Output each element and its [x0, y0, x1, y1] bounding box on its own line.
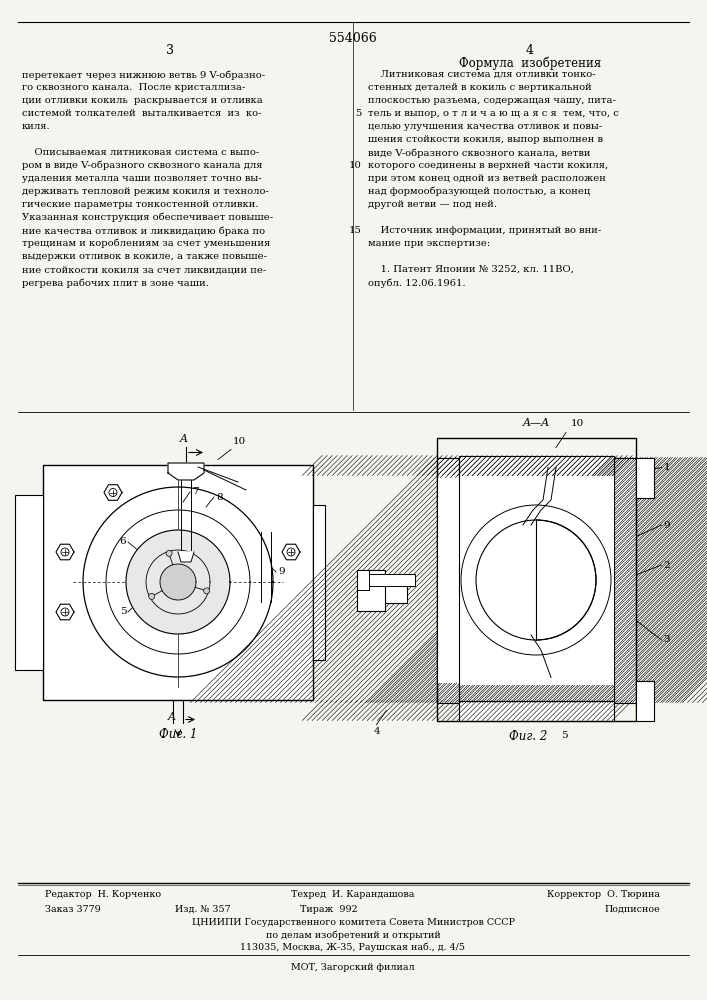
Polygon shape	[168, 463, 204, 480]
Text: шения стойкости кокиля, выпор выполнен в: шения стойкости кокиля, выпор выполнен в	[368, 135, 603, 144]
Text: 9: 9	[663, 520, 670, 530]
Text: 3: 3	[166, 44, 174, 57]
Text: системой толкателей  выталкивается  из  ко-: системой толкателей выталкивается из ко-	[22, 109, 262, 118]
Text: Фиг. 1: Фиг. 1	[159, 728, 197, 740]
Text: 4: 4	[526, 44, 534, 57]
Text: Описываемая литниковая система с выпо-: Описываемая литниковая система с выпо-	[22, 148, 259, 157]
Bar	[436, 438, 636, 720]
Text: 9: 9	[278, 568, 285, 576]
Text: Фиг. 2: Фиг. 2	[509, 730, 547, 744]
Circle shape	[204, 588, 210, 594]
Polygon shape	[126, 530, 230, 634]
Text: при этом конец одной из ветвей расположен: при этом конец одной из ветвей расположе…	[368, 174, 606, 183]
Text: ние стойкости кокиля за счет ликвидации пе-: ние стойкости кокиля за счет ликвидации …	[22, 265, 267, 274]
Circle shape	[61, 608, 69, 616]
Text: 10: 10	[571, 418, 584, 428]
Text: выдержки отливок в кокиле, а также повыше-: выдержки отливок в кокиле, а также повыш…	[22, 252, 267, 261]
Text: Техред  И. Карандашова: Техред И. Карандашова	[291, 890, 415, 899]
Text: трещинам и короблениям за счет уменьшения: трещинам и короблениям за счет уменьшени…	[22, 239, 270, 248]
Text: 113035, Москва, Ж-35, Раушская наб., д. 4/5: 113035, Москва, Ж-35, Раушская наб., д. …	[240, 943, 465, 952]
Text: 7: 7	[192, 488, 199, 496]
Bar	[43, 464, 313, 700]
Text: 1. Патент Японии № 3252, кл. 11ВО,: 1. Патент Японии № 3252, кл. 11ВО,	[368, 265, 574, 274]
Text: киля.: киля.	[22, 122, 51, 131]
Text: над формообразующей полостью, а конец: над формообразующей полостью, а конец	[368, 187, 590, 196]
Bar	[15, 494, 43, 670]
Bar	[636, 458, 653, 497]
Text: 10: 10	[233, 438, 246, 446]
Bar	[366, 574, 414, 586]
Text: опубл. 12.06.1961.: опубл. 12.06.1961.	[368, 278, 466, 288]
Bar	[382, 578, 407, 602]
Text: ции отливки кокиль  раскрывается и отливка: ции отливки кокиль раскрывается и отливк…	[22, 96, 263, 105]
Text: виде V-образного сквозного канала, ветви: виде V-образного сквозного канала, ветви	[368, 148, 590, 157]
Text: 10: 10	[349, 161, 362, 170]
Polygon shape	[56, 604, 74, 620]
Bar	[636, 680, 653, 720]
Text: Заказ 3779: Заказ 3779	[45, 905, 101, 914]
Text: перетекает через нижнюю ветвь 9 V-образно-: перетекает через нижнюю ветвь 9 V-образн…	[22, 70, 265, 80]
Text: Источник информации, принятый во вни-: Источник информации, принятый во вни-	[368, 226, 601, 235]
Text: Литниковая система для отливки тонко-: Литниковая система для отливки тонко-	[368, 70, 595, 79]
Text: ние качества отливок и ликвидацию брака по: ние качества отливок и ликвидацию брака …	[22, 226, 265, 235]
Text: ЦНИИПИ Государственного комитета Совета Министров СССР: ЦНИИПИ Государственного комитета Совета …	[192, 918, 515, 927]
Text: 3: 3	[663, 636, 670, 645]
Text: регрева рабочих плит в зоне чаши.: регрева рабочих плит в зоне чаши.	[22, 278, 209, 288]
Circle shape	[148, 593, 155, 599]
Bar	[459, 456, 614, 476]
Text: целью улучшения качества отливок и повы-: целью улучшения качества отливок и повы-	[368, 122, 602, 131]
Bar	[459, 700, 614, 720]
Text: которого соединены в верхней части кокиля,: которого соединены в верхней части кокил…	[368, 161, 608, 170]
Bar	[356, 570, 385, 610]
Text: 554066: 554066	[329, 32, 377, 45]
Text: 6: 6	[119, 538, 127, 546]
Text: удаления металла чаши позволяет точно вы-: удаления металла чаши позволяет точно вы…	[22, 174, 262, 183]
Circle shape	[61, 548, 69, 556]
Text: 1: 1	[663, 463, 670, 472]
Polygon shape	[178, 552, 194, 562]
Text: гические параметры тонкостенной отливки.: гические параметры тонкостенной отливки.	[22, 200, 259, 209]
Bar	[459, 476, 614, 684]
Circle shape	[109, 488, 117, 496]
Text: A: A	[168, 712, 176, 722]
Text: Корректор  О. Тюрина: Корректор О. Тюрина	[547, 890, 660, 899]
Text: Редактор  Н. Корченко: Редактор Н. Корченко	[45, 890, 161, 899]
Text: стенных деталей в кокиль с вертикальной: стенных деталей в кокиль с вертикальной	[368, 83, 592, 92]
Text: Формула  изобретения: Формула изобретения	[459, 57, 601, 70]
Text: тель и выпор, о т л и ч а ю щ а я с я  тем, что, с: тель и выпор, о т л и ч а ю щ а я с я те…	[368, 109, 619, 118]
Text: го сквозного канала.  После кристаллиза-: го сквозного канала. После кристаллиза-	[22, 83, 245, 92]
Polygon shape	[56, 544, 74, 560]
Bar	[436, 478, 459, 682]
Text: плоскостью разъема, содержащая чашу, пита-: плоскостью разъема, содержащая чашу, пит…	[368, 96, 616, 105]
Text: по делам изобретений и открытий: по делам изобретений и открытий	[266, 931, 440, 940]
Polygon shape	[104, 485, 122, 500]
Text: 5: 5	[119, 607, 127, 616]
Text: 15: 15	[349, 226, 362, 235]
Bar	[356, 570, 368, 590]
Text: Указанная конструкция обеспечивает повыше-: Указанная конструкция обеспечивает повыш…	[22, 213, 273, 223]
Polygon shape	[282, 544, 300, 560]
Polygon shape	[83, 487, 273, 677]
Circle shape	[287, 548, 295, 556]
Text: Подписное: Подписное	[604, 905, 660, 914]
Text: другой ветви — под ней.: другой ветви — под ней.	[368, 200, 497, 209]
Bar	[614, 458, 636, 702]
Text: 8: 8	[216, 492, 223, 502]
Text: мание при экспертизе:: мание при экспертизе:	[368, 239, 490, 248]
Polygon shape	[160, 564, 196, 600]
Text: Тираж  992: Тираж 992	[300, 905, 358, 914]
Circle shape	[166, 550, 172, 556]
Text: A: A	[180, 434, 188, 444]
Bar	[436, 458, 459, 702]
Text: A—A: A—A	[522, 418, 549, 428]
Text: МОТ, Загорский филиал: МОТ, Загорский филиал	[291, 963, 415, 972]
Text: держивать тепловой режим кокиля и техноло-: держивать тепловой режим кокиля и технол…	[22, 187, 269, 196]
Text: ром в виде V-образного сквозного канала для: ром в виде V-образного сквозного канала …	[22, 161, 262, 170]
Text: 5: 5	[356, 109, 362, 118]
Text: 2: 2	[663, 560, 670, 570]
Text: 5: 5	[561, 730, 568, 740]
Text: Изд. № 357: Изд. № 357	[175, 905, 230, 914]
Bar	[313, 504, 325, 660]
Text: 4: 4	[373, 728, 380, 736]
